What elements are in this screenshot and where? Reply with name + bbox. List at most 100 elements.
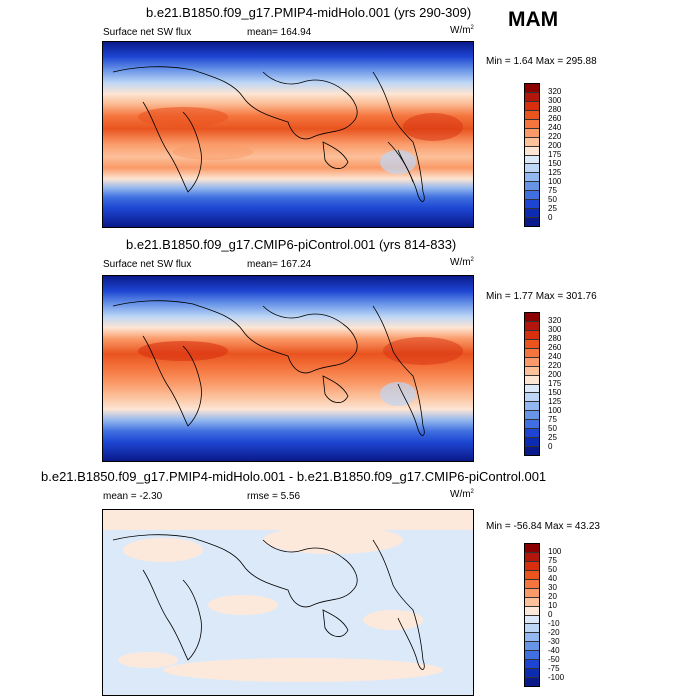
- panel2-colorbar-label: 125: [548, 397, 562, 406]
- panel2-colorbar-swatch: [525, 339, 539, 349]
- panel1-colorbar-swatch: [525, 200, 539, 210]
- panel1-colorbar-label: 100: [548, 177, 562, 186]
- panel2-title: b.e21.B1850.f09_g17.CMIP6-piControl.001 …: [126, 237, 457, 252]
- season-label: MAM: [508, 8, 559, 31]
- panel2-colorbar-label: 100: [548, 406, 562, 415]
- panel2-colorbar-swatch: [525, 429, 539, 439]
- panel3-mean-label: mean = -2.30: [103, 491, 163, 502]
- panel1-colorbar-label: 50: [548, 195, 557, 204]
- panel3-colorbar-swatch: [525, 669, 539, 679]
- panel2-colorbar-label: 75: [548, 415, 557, 424]
- panel3-colorbar-label: -10: [548, 619, 560, 628]
- panel1-colorbar: [524, 83, 540, 227]
- panel1-colorbar-swatch: [525, 92, 539, 102]
- panel3-colorbar-label: 75: [548, 556, 557, 565]
- panel3-colorbar-label: 0: [548, 610, 553, 619]
- panel3-colorbar-label: 40: [548, 574, 557, 583]
- panel3-colorbar-swatch: [525, 606, 539, 616]
- panel1-colorbar-swatch: [525, 182, 539, 192]
- panel3-colorbar-swatch: [525, 615, 539, 625]
- panel1-colorbar-swatch: [525, 110, 539, 120]
- panel2-colorbar-label: 280: [548, 334, 562, 343]
- panel1-colorbar-label: 300: [548, 96, 562, 105]
- panel1-mean-label: mean= 164.94: [247, 27, 312, 38]
- panel3-colorbar-swatch: [525, 579, 539, 589]
- panel2-colorbar-swatch: [525, 375, 539, 385]
- panel3-title: b.e21.B1850.f09_g17.PMIP4-midHolo.001 - …: [41, 469, 547, 484]
- panel3-colorbar-label: 50: [548, 565, 557, 574]
- panel2-colorbar-labels: 320 300 280 260 240 220 200 175 150 125 …: [548, 312, 578, 456]
- panel3-colorbar-swatch: [525, 597, 539, 607]
- panel1-colorbar-label: 75: [548, 186, 557, 195]
- panel2-colorbar-swatch: [525, 447, 539, 455]
- panel1-colorbar-swatch: [525, 146, 539, 156]
- panel2-mean-label: mean= 167.24: [247, 259, 312, 270]
- panel1-colorbar-swatch: [525, 155, 539, 165]
- panel3-colorbar-swatch: [525, 642, 539, 652]
- panel3-colorbar-label: 100: [548, 547, 562, 556]
- panel1-colorbar-swatch: [525, 218, 539, 226]
- panel3-minmax: Min = -56.84 Max = 43.23: [486, 521, 600, 532]
- panel3-rmse-label: rmse = 5.56: [247, 491, 301, 502]
- panel3-colorbar-swatch: [525, 678, 539, 686]
- panel1-colorbar-swatch: [525, 209, 539, 219]
- panel1-title: b.e21.B1850.f09_g17.PMIP4-midHolo.001 (y…: [146, 5, 472, 20]
- panel3-colorbar: [524, 543, 540, 687]
- panel2-colorbar-swatch: [525, 420, 539, 430]
- panel2-colorbar-swatch: [525, 402, 539, 412]
- panel3-colorbar-swatch: [525, 633, 539, 643]
- panel1-units: W/m2: [450, 25, 474, 36]
- panel2-minmax: Min = 1.77 Max = 301.76: [486, 291, 597, 302]
- panel2-colorbar-label: 50: [548, 424, 557, 433]
- panel2-variable-label: Surface net SW flux: [103, 259, 192, 270]
- panel3-map: [102, 509, 474, 696]
- panel3-colorbar-label: 30: [548, 583, 557, 592]
- panel1-minmax: Min = 1.64 Max = 295.88: [486, 56, 597, 67]
- panel2-colorbar-label: 175: [548, 379, 562, 388]
- panel3-colorbar-swatch: [525, 624, 539, 634]
- panel2-colorbar-swatch: [525, 384, 539, 394]
- panel1-colorbar-swatch: [525, 84, 539, 93]
- panel3-coastlines: [112, 534, 425, 670]
- panel2-colorbar-swatch: [525, 348, 539, 358]
- panel2-units: W/m2: [450, 257, 474, 268]
- panel1-colorbar-swatch: [525, 137, 539, 147]
- panel1-colorbar-label: 320: [548, 87, 562, 96]
- panel3-colorbar-swatch: [525, 588, 539, 598]
- panel2-map: [102, 275, 474, 462]
- panel2-colorbar: [524, 312, 540, 456]
- panel3-colorbar-label: -40: [548, 646, 560, 655]
- panel3-colorbar-swatch: [525, 660, 539, 670]
- panel2-colorbar-swatch: [525, 366, 539, 376]
- panel1-colorbar-label: 220: [548, 132, 562, 141]
- panel1-colorbar-swatch: [525, 128, 539, 138]
- panel2-colorbar-label: 25: [548, 433, 557, 442]
- panel3-colorbar-swatch: [525, 651, 539, 661]
- panel1-variable-label: Surface net SW flux: [103, 27, 192, 38]
- panel3-colorbar-swatch: [525, 561, 539, 571]
- panel2-colorbar-swatch: [525, 438, 539, 448]
- panel1-colorbar-label: 200: [548, 141, 562, 150]
- panel3-colorbar-swatch: [525, 544, 539, 553]
- panel1-colorbar-label: 150: [548, 159, 562, 168]
- panel1-colorbar-label: 125: [548, 168, 562, 177]
- panel1-colorbar-label: 260: [548, 114, 562, 123]
- panel3-colorbar-label: -50: [548, 655, 560, 664]
- panel3-colorbar-swatch: [525, 552, 539, 562]
- panel3-colorbar-label: 20: [548, 592, 557, 601]
- panel3-colorbar-swatch: [525, 570, 539, 580]
- panel2-colorbar-swatch: [525, 313, 539, 322]
- panel2-colorbar-label: 0: [548, 442, 553, 451]
- panel2-colorbar-swatch: [525, 321, 539, 331]
- panel1-colorbar-label: 175: [548, 150, 562, 159]
- panel1-colorbar-label: 240: [548, 123, 562, 132]
- panel2-colorbar-label: 300: [548, 325, 562, 334]
- panel1-coastlines: [112, 66, 425, 202]
- panel1-colorbar-swatch: [525, 164, 539, 174]
- panel2-colorbar-label: 220: [548, 361, 562, 370]
- panel1-map: [102, 41, 474, 228]
- panel3-colorbar-label: -75: [548, 664, 560, 673]
- panel2-colorbar-label: 260: [548, 343, 562, 352]
- panel1-colorbar-labels: 320 300 280 260 240 220 200 175 150 125 …: [548, 83, 578, 227]
- panel1-colorbar-swatch: [525, 173, 539, 183]
